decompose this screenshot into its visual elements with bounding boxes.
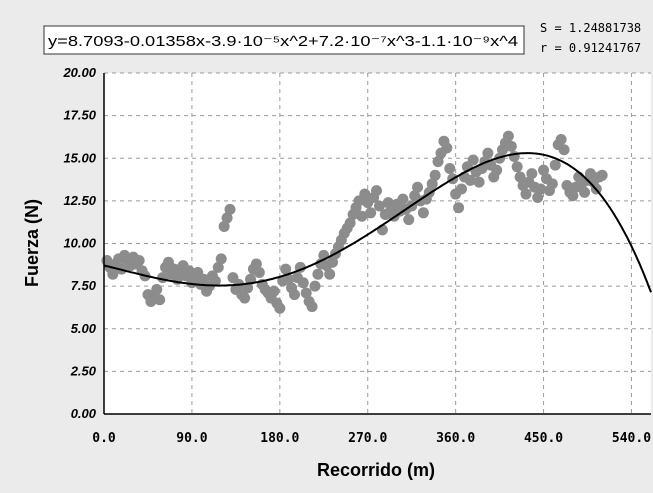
y-tick-label: 0.00 bbox=[71, 406, 97, 421]
data-point bbox=[546, 178, 558, 190]
data-point bbox=[221, 212, 233, 224]
data-point bbox=[312, 268, 324, 280]
x-tick-label: 90.0 bbox=[176, 431, 207, 446]
data-point bbox=[297, 277, 309, 289]
data-point bbox=[456, 183, 468, 195]
y-tick-label: 5.00 bbox=[71, 321, 97, 336]
y-tick-label: 2.50 bbox=[70, 363, 97, 378]
data-point bbox=[491, 164, 503, 176]
data-point bbox=[268, 285, 280, 297]
data-point bbox=[253, 266, 265, 278]
data-point bbox=[224, 203, 236, 215]
y-tick-label: 12.50 bbox=[63, 193, 96, 208]
data-point bbox=[514, 171, 526, 183]
data-point bbox=[596, 169, 608, 181]
data-point bbox=[532, 191, 544, 203]
x-tick-label: 450.0 bbox=[524, 431, 563, 446]
data-point bbox=[356, 210, 368, 222]
data-point bbox=[365, 207, 377, 219]
data-point bbox=[467, 154, 479, 166]
data-point bbox=[218, 220, 230, 232]
equation-text: y=8.7093-0.01358x-3.9·10⁻⁵x^2+7.2·10⁻⁷x^… bbox=[48, 34, 518, 50]
data-point bbox=[133, 255, 145, 267]
x-tick-label: 0.0 bbox=[92, 431, 116, 446]
data-point bbox=[309, 280, 321, 292]
y-tick-label: 10.00 bbox=[63, 236, 96, 251]
data-point bbox=[327, 256, 339, 268]
y-axis-label: Fuerza (N) bbox=[22, 199, 42, 287]
y-tick-labels: 0.00 2.50 5.00 7.50 10.00 12.50 15.00 17.50 20.0… bbox=[62, 65, 96, 421]
data-point bbox=[250, 258, 262, 270]
y-tick-label: 7.50 bbox=[71, 278, 97, 293]
data-point bbox=[107, 268, 119, 280]
data-point bbox=[151, 284, 163, 296]
data-point bbox=[212, 261, 224, 273]
data-point bbox=[344, 217, 356, 229]
data-point bbox=[373, 200, 385, 212]
fit-curve bbox=[103, 152, 652, 293]
data-point bbox=[453, 202, 465, 214]
x-tick-label: 540.0 bbox=[612, 431, 651, 446]
data-point bbox=[473, 176, 485, 188]
data-point bbox=[502, 130, 514, 142]
stat-r: r = 0.91241767 bbox=[540, 41, 641, 55]
data-point bbox=[426, 178, 438, 190]
data-point bbox=[579, 186, 591, 198]
x-tick-labels: 0.0 90.0 180.0 270.0 360.0 450.0 540.0 bbox=[92, 431, 651, 446]
data-point bbox=[242, 282, 254, 294]
data-point bbox=[558, 144, 570, 156]
data-point bbox=[520, 188, 532, 200]
y-tick-label: 15.00 bbox=[63, 150, 96, 165]
data-point bbox=[359, 188, 371, 200]
data-point bbox=[505, 140, 517, 152]
data-point bbox=[538, 164, 550, 176]
data-point bbox=[412, 181, 424, 193]
data-point bbox=[444, 162, 456, 174]
data-point bbox=[526, 168, 538, 180]
stat-s: S = 1.24881738 bbox=[540, 21, 641, 35]
data-point bbox=[283, 273, 295, 285]
x-tick-label: 360.0 bbox=[436, 431, 475, 446]
data-point bbox=[549, 159, 561, 171]
data-point bbox=[371, 185, 383, 197]
data-point bbox=[300, 287, 312, 299]
data-point bbox=[567, 190, 579, 202]
x-tick-label: 270.0 bbox=[348, 431, 387, 446]
data-point bbox=[482, 147, 494, 159]
data-point bbox=[324, 268, 336, 280]
data-point bbox=[584, 168, 596, 180]
data-point bbox=[306, 301, 318, 313]
y-tick-label: 17.50 bbox=[63, 108, 96, 123]
data-point bbox=[209, 275, 221, 287]
y-tick-label: 20.00 bbox=[62, 65, 96, 80]
data-point bbox=[215, 253, 227, 265]
x-tick-label: 180.0 bbox=[260, 431, 299, 446]
x-axis-label: Recorrido (m) bbox=[317, 460, 435, 480]
data-point bbox=[239, 292, 251, 304]
data-point bbox=[441, 142, 453, 154]
equation-box: y=8.7093-0.01358x-3.9·10⁻⁵x^2+7.2·10⁻⁷x^… bbox=[43, 25, 525, 55]
data-point bbox=[535, 183, 547, 195]
data-point bbox=[397, 193, 409, 205]
data-point bbox=[464, 174, 476, 186]
data-point bbox=[555, 133, 567, 145]
data-point bbox=[417, 207, 429, 219]
data-point bbox=[274, 302, 286, 314]
data-point bbox=[429, 169, 441, 181]
data-point bbox=[511, 161, 523, 173]
data-point bbox=[288, 289, 300, 301]
data-point bbox=[403, 214, 415, 226]
data-point bbox=[432, 156, 444, 168]
data-point bbox=[280, 263, 292, 275]
data-point bbox=[154, 294, 166, 306]
